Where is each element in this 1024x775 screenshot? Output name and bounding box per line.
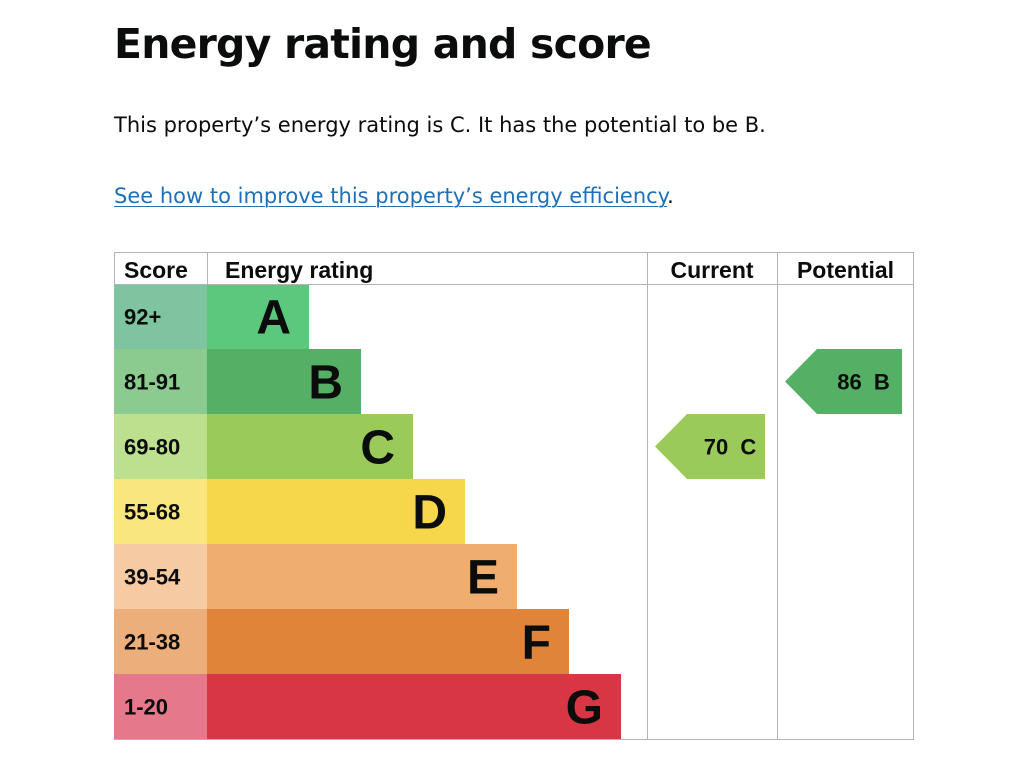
- score-cell-g: [114, 674, 207, 739]
- potential-rating-label: 86 B: [837, 370, 890, 395]
- energy-band-letter: D: [412, 487, 447, 540]
- energy-band-letter: E: [467, 552, 499, 605]
- energy-band-bar-g: [207, 674, 621, 739]
- score-range-label: 21-38: [124, 630, 180, 655]
- score-range-label: 1-20: [124, 695, 168, 720]
- energy-band-letter: C: [360, 422, 395, 475]
- score-cell-f: [114, 609, 207, 674]
- energy-band-letter: A: [256, 292, 291, 345]
- potential-rating-arrow: [785, 349, 902, 414]
- score-cell-e: [114, 544, 207, 609]
- potential-column-header: Potential: [797, 257, 894, 283]
- score-range-label: 55-68: [124, 500, 180, 525]
- score-range-label: 92+: [124, 305, 161, 330]
- score-column-header: Score: [124, 257, 188, 283]
- energy-band-letter: B: [308, 357, 343, 410]
- page-title: Energy rating and score: [114, 20, 652, 68]
- score-cell-a: [114, 284, 207, 349]
- energy-band-bar-a: [207, 284, 309, 349]
- score-cell-c: [114, 414, 207, 479]
- energy-band-bar-e: [207, 544, 517, 609]
- score-range-label: 39-54: [124, 565, 181, 590]
- improve-link-paragraph: See how to improve this property’s energ…: [114, 181, 674, 211]
- score-range-label: 81-91: [124, 370, 180, 395]
- energy-band-bar-f: [207, 609, 569, 674]
- current-rating-label: 70 C: [704, 435, 757, 460]
- improve-link-period: .: [667, 184, 674, 208]
- score-cell-d: [114, 479, 207, 544]
- energy-band-bar-c: [207, 414, 413, 479]
- energy-band-letter: F: [522, 617, 551, 670]
- score-cell-b: [114, 349, 207, 414]
- current-column-header: Current: [670, 257, 753, 283]
- improve-energy-efficiency-link[interactable]: See how to improve this property’s energ…: [114, 184, 668, 208]
- score-range-label: 69-80: [124, 435, 180, 460]
- energy-band-letter: G: [566, 682, 603, 735]
- energy-rating-summary: This property’s energy rating is C. It h…: [114, 113, 766, 137]
- current-rating-arrow: [655, 414, 765, 479]
- energy-band-bar-b: [207, 349, 361, 414]
- energy-band-bar-d: [207, 479, 465, 544]
- energy-rating-column-header: Energy rating: [225, 257, 373, 283]
